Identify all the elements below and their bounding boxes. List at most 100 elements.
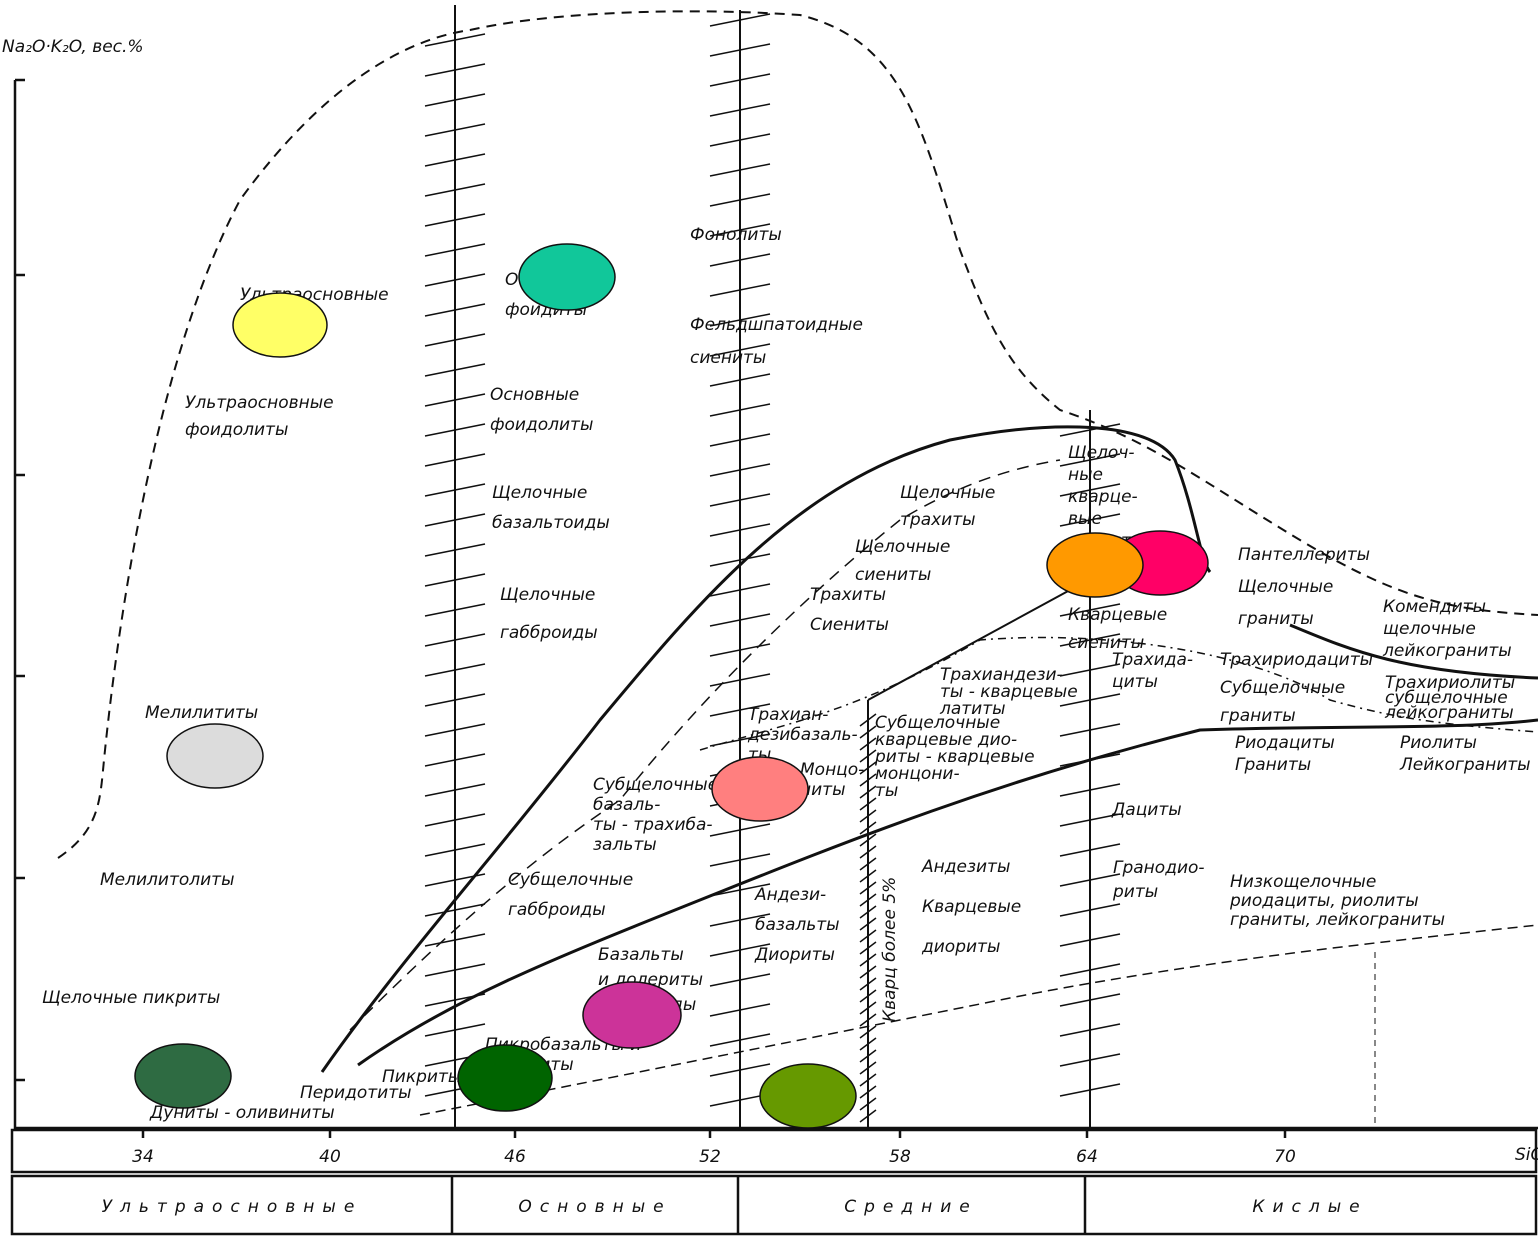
class-label: Основные: [518, 1197, 671, 1217]
region-label: Диориты: [754, 945, 835, 965]
region-label: Гранодио-: [1113, 858, 1205, 878]
hatch-mark: [424, 513, 486, 527]
hatching: [424, 13, 1121, 1123]
region-label: Щелочные: [1238, 577, 1333, 597]
hatch-mark: [424, 303, 486, 317]
hatch-mark: [424, 273, 486, 287]
hatch-mark: [859, 869, 877, 883]
hatch-mark: [859, 773, 877, 787]
region-label: граниты: [1220, 706, 1296, 726]
hatch-mark: [859, 785, 877, 799]
hatch-mark: [424, 903, 486, 917]
hatch-mark: [424, 603, 486, 617]
hatch-mark: [709, 133, 771, 147]
hatch-mark: [424, 723, 486, 737]
hatch-mark: [709, 493, 771, 507]
x-tick-label: 34: [132, 1147, 154, 1167]
hatch-mark: [424, 933, 486, 947]
hatch-mark: [709, 403, 771, 417]
hatch-mark: [1059, 873, 1121, 887]
classes: Ультраосновные Основные Средние Кислые: [102, 1197, 1360, 1217]
overlays: [134, 243, 1209, 1129]
hatch-mark: [859, 1085, 877, 1099]
region-label: Комендиты: [1383, 597, 1486, 617]
hatch-mark: [709, 103, 771, 117]
hatch-mark: [709, 1003, 771, 1017]
hatch-mark: [424, 573, 486, 587]
hatch-mark: [709, 193, 771, 207]
region-label: лейкограниты: [1384, 703, 1514, 723]
region-label: ты: [875, 781, 898, 801]
region-label: Лейкограниты: [1399, 755, 1531, 775]
region-label: кварцевые дио-: [875, 730, 1017, 750]
hatch-mark: [709, 643, 771, 657]
region-label: Кварцевые: [1068, 605, 1167, 625]
hatch-mark: [424, 873, 486, 887]
region-label: циты: [1112, 672, 1158, 692]
hatch-mark: [709, 163, 771, 177]
hatch-mark: [424, 663, 486, 677]
hatch-mark: [859, 965, 877, 979]
region-label: Трахида-: [1112, 650, 1193, 670]
region-label: ные: [1068, 465, 1103, 485]
hatch-mark: [1059, 723, 1121, 737]
region-label: Дациты: [1111, 800, 1182, 820]
region-label: риодациты, риолиты: [1229, 891, 1419, 911]
hatch-mark: [859, 821, 877, 835]
hatch-mark: [709, 343, 771, 357]
region-label: латиты: [939, 699, 1006, 719]
region-label: дезибазаль-: [747, 725, 858, 745]
region-label: сиениты: [855, 565, 931, 585]
hatch-mark: [859, 917, 877, 931]
region-label: Риолиты: [1400, 733, 1477, 753]
hatch-mark: [424, 153, 486, 167]
labels: УльтраосновныефоидитыУльтраосновныефоидо…: [42, 225, 1531, 1123]
hatch-mark: [859, 737, 877, 751]
region-label: граниты, лейкограниты: [1230, 910, 1445, 930]
x-tick-label: 46: [504, 1147, 526, 1167]
hatch-mark: [1059, 483, 1121, 497]
hatch-mark: [1059, 633, 1121, 647]
x-tick-label: 52: [699, 1147, 721, 1167]
hatch-mark: [1059, 1053, 1121, 1067]
hatch-mark: [709, 223, 771, 237]
hatch-mark: [859, 893, 877, 907]
hatch-mark: [424, 393, 486, 407]
hatch-mark: [859, 797, 877, 811]
hatch-mark: [859, 713, 877, 727]
region-label: фоидолиты: [185, 420, 288, 440]
hatch-mark: [424, 543, 486, 557]
hatch-mark: [424, 363, 486, 377]
x-tick-label: 58: [889, 1147, 911, 1167]
hatch-mark: [859, 941, 877, 955]
region-label: Низкощелочные: [1230, 872, 1376, 892]
region-label: сиениты: [1068, 633, 1144, 653]
hatch-mark: [859, 881, 877, 895]
hatch-mark: [859, 761, 877, 775]
hatch-mark: [424, 633, 486, 647]
hatch-mark: [859, 725, 877, 739]
hatch-mark: [859, 929, 877, 943]
hatch-mark: [1059, 663, 1121, 677]
hatch-mark: [859, 845, 877, 859]
hatch-mark: [859, 1013, 877, 1027]
region-label: Трахиандези-: [940, 665, 1063, 685]
hatch-mark: [424, 483, 486, 497]
hatch-mark: [424, 753, 486, 767]
hatch-mark: [424, 963, 486, 977]
hatch-mark: [424, 783, 486, 797]
boundaries: [57, 5, 1538, 1128]
region-label: Базальты: [598, 945, 684, 965]
hatch-mark: [859, 1109, 877, 1123]
region-label: Щелочные: [492, 483, 587, 503]
hatch-mark: [709, 433, 771, 447]
hatch-mark: [709, 313, 771, 327]
hatch-mark: [709, 943, 771, 957]
region-label: фоидолиты: [490, 415, 593, 435]
hatch-mark: [859, 833, 877, 847]
region-label: Субщелочные: [593, 775, 718, 795]
region-label: риты - кварцевые: [874, 747, 1035, 767]
hatch-mark: [709, 973, 771, 987]
region-label: зальты: [593, 835, 657, 855]
hatch-mark: [859, 857, 877, 871]
